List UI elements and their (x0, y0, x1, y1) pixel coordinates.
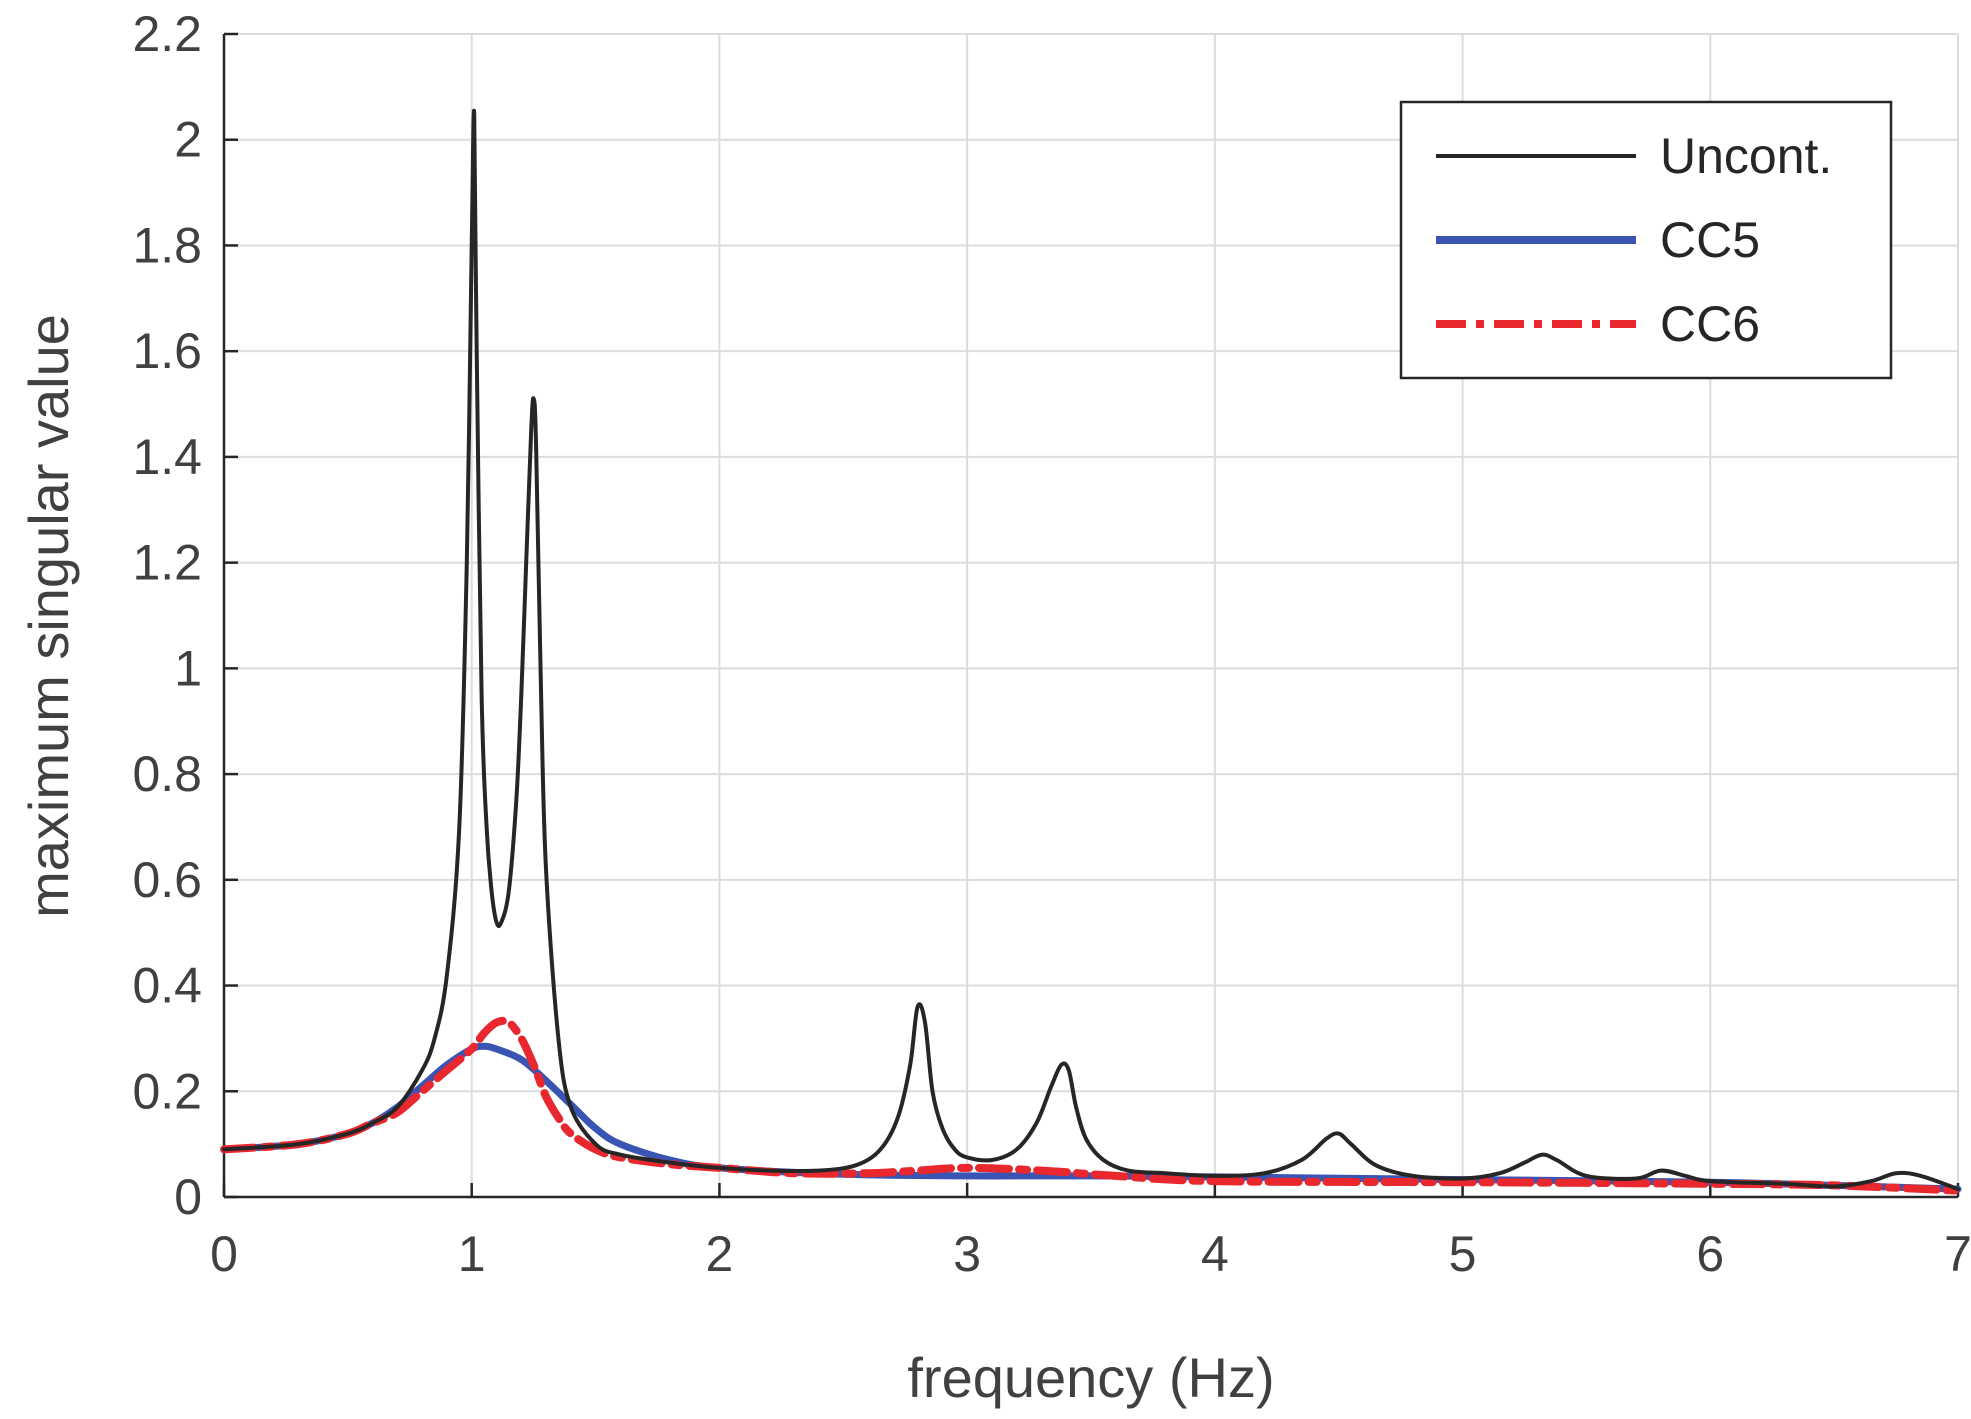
legend-label-cc5: CC5 (1660, 212, 1760, 268)
x-tick-label: 4 (1201, 1226, 1229, 1282)
x-axis-label: frequency (Hz) (907, 1346, 1274, 1409)
y-tick-label: 1.2 (132, 535, 202, 591)
y-tick-label: 0.6 (132, 852, 202, 908)
x-tick-label: 0 (210, 1226, 238, 1282)
y-tick-label: 1.8 (132, 217, 202, 273)
series-layer (220, 108, 1962, 1195)
y-axis-label: maximum singular value (17, 314, 80, 918)
x-tick-label: 3 (953, 1226, 981, 1282)
y-tick-label: 0.8 (132, 746, 202, 802)
y-tick-label: 2 (174, 112, 202, 168)
legend: Uncont. CC5 CC6 (1399, 100, 1893, 380)
tick-labels: 0 1 2 3 4 5 6 7 0 0.2 0.4 0.6 0.8 1 1.2 1.4 1.6 1.8 2 2.2 (132, 6, 1971, 1282)
x-tick-label: 1 (458, 1226, 486, 1282)
x-tick-label: 5 (1449, 1226, 1477, 1282)
x-tick-label: 7 (1944, 1226, 1971, 1282)
y-tick-label: 1.4 (132, 429, 202, 485)
y-tick-label: 0.4 (132, 958, 202, 1014)
x-tick-label: 6 (1696, 1226, 1724, 1282)
legend-label-cc6: CC6 (1660, 296, 1760, 352)
series-line-uncont (222, 108, 1960, 1192)
legend-label-uncont: Uncont. (1660, 128, 1832, 184)
x-tick-label: 2 (706, 1226, 734, 1282)
y-tick-label: 1.6 (132, 323, 202, 379)
y-tick-label: 0.2 (132, 1063, 202, 1119)
axes (222, 32, 1960, 1199)
y-tick-label: 1 (174, 640, 202, 696)
y-tick-label: 2.2 (132, 6, 202, 62)
series-line-cc6 (220, 1016, 1962, 1195)
y-tick-label: 0 (174, 1169, 202, 1225)
